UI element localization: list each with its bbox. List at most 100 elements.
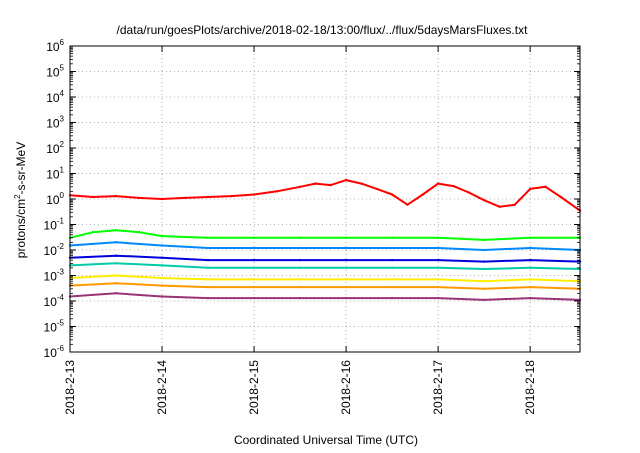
- series-line: [69, 274, 581, 283]
- data-point: [206, 236, 210, 239]
- data-point: [160, 197, 164, 201]
- data-point: [114, 194, 118, 198]
- y-tick-label-exponent: 2: [60, 140, 65, 149]
- data-point: [390, 236, 394, 239]
- data-point: [421, 193, 424, 196]
- y-tick-label-base: 10: [46, 193, 60, 207]
- y-tick-label-exponent: -5: [57, 319, 65, 328]
- data-point: [160, 284, 164, 287]
- data-point: [252, 246, 256, 250]
- data-point: [344, 236, 348, 239]
- data-point: [436, 266, 440, 269]
- data-point: [206, 285, 210, 289]
- y-tick-label-exponent: 0: [60, 191, 65, 200]
- x-tick-label: 2018-2-16: [339, 360, 353, 415]
- data-point: [482, 280, 486, 283]
- data-point: [344, 246, 348, 250]
- data-point: [298, 185, 302, 188]
- data-point: [137, 231, 141, 234]
- data-point: [329, 183, 332, 187]
- data-point: [160, 295, 164, 298]
- data-point: [482, 267, 486, 271]
- grid: [70, 46, 580, 352]
- data-point: [344, 296, 348, 300]
- y-tick-label: 10-3: [44, 268, 65, 284]
- y-tick-label-exponent: 3: [60, 115, 65, 124]
- data-point: [114, 241, 118, 244]
- y-tick-label-base: 10: [46, 91, 60, 105]
- data-point: [529, 266, 532, 269]
- data-point: [114, 292, 118, 295]
- data-point: [375, 187, 378, 191]
- y-axis-label-tail: -s-sr-MeV: [14, 142, 28, 195]
- data-point: [467, 191, 470, 194]
- data-point: [114, 254, 118, 257]
- data-point: [390, 296, 394, 300]
- series-line: [69, 229, 580, 241]
- data-point: [390, 193, 394, 196]
- y-tick-label: 10-2: [44, 242, 65, 258]
- y-tick-label-base: 10: [44, 270, 58, 284]
- data-point: [436, 285, 440, 289]
- y-tick-label-exponent: -4: [57, 293, 65, 302]
- chart-title: /data/run/goesPlots/archive/2018-02-18/1…: [117, 23, 529, 37]
- data-point: [298, 258, 302, 262]
- y-tick-label-base: 10: [46, 142, 60, 156]
- data-point: [298, 266, 302, 269]
- y-tick-label-exponent: -2: [57, 242, 65, 251]
- y-tick-label: 10-5: [44, 319, 65, 335]
- series-line: [69, 282, 581, 290]
- y-tick-label: 101: [46, 166, 64, 182]
- x-axis-ticks: 2018-2-13 2018-2-14 2018-2-15 2018-2-16 2018…: [63, 46, 537, 415]
- data-point: [482, 298, 486, 302]
- y-tick-label: 102: [46, 140, 64, 156]
- y-tick-label-base: 10: [44, 244, 58, 258]
- data-point: [91, 195, 95, 199]
- data-point: [252, 193, 256, 196]
- data-point: [183, 196, 187, 200]
- data-point: [544, 185, 547, 188]
- data-point: [275, 190, 279, 193]
- series-line: [69, 241, 581, 251]
- data-point: [436, 246, 440, 250]
- y-axis-ticks: 10-610-510-410-310-210-11001011021031041…: [44, 38, 580, 360]
- data-point: [436, 236, 440, 239]
- data-point: [344, 285, 348, 289]
- x-tick-label: 2018-2-18: [523, 360, 537, 415]
- data-point: [344, 178, 348, 182]
- data-point: [529, 258, 532, 262]
- data-point: [298, 285, 302, 289]
- y-tick-label: 10-1: [44, 217, 65, 233]
- y-tick-label-base: 10: [46, 117, 60, 131]
- y-axis-label-main: protons/cm: [14, 199, 28, 258]
- data-point: [482, 199, 486, 202]
- y-tick-label: 10-4: [44, 293, 65, 309]
- data-point: [298, 296, 302, 300]
- data-point: [390, 258, 394, 262]
- y-axis-label-superscript: 2: [13, 194, 22, 199]
- data-point: [482, 260, 486, 263]
- data-point: [252, 285, 256, 289]
- data-point: [390, 278, 394, 281]
- data-point: [298, 278, 302, 281]
- data-point: [436, 182, 440, 185]
- data-point: [206, 258, 210, 262]
- data-point: [252, 258, 256, 262]
- data-point: [114, 262, 118, 265]
- data-point: [529, 246, 532, 250]
- data-point: [160, 276, 164, 280]
- data-point: [482, 287, 486, 290]
- data-point: [529, 296, 532, 300]
- y-tick-label-exponent: -3: [57, 268, 65, 277]
- data-point: [360, 182, 363, 185]
- data-point: [436, 296, 440, 300]
- data-point: [314, 182, 317, 185]
- y-tick-label: 100: [46, 191, 64, 207]
- data-point: [252, 278, 256, 281]
- data-point: [482, 238, 486, 242]
- y-tick-label: 10-6: [44, 344, 65, 360]
- data-point: [390, 266, 394, 269]
- data-point: [206, 246, 210, 250]
